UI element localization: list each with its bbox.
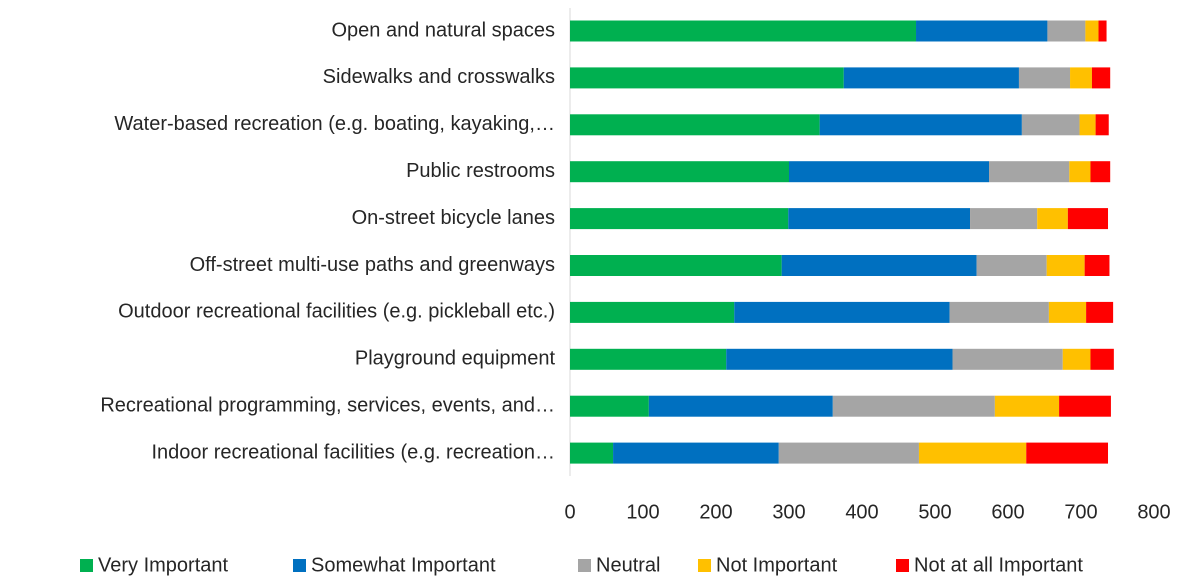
bar-segment: [843, 67, 1019, 89]
bar-segment: [1046, 255, 1085, 276]
bar-segment: [1018, 67, 1071, 89]
legend-swatch: [293, 559, 306, 572]
bar-segment: [570, 442, 614, 464]
bar-segment: [1048, 301, 1087, 323]
bar-segment: [1091, 67, 1111, 89]
bar-segment: [952, 348, 1063, 370]
category-label: Indoor recreational facilities (e.g. rec…: [151, 441, 555, 463]
bar-segment: [570, 255, 782, 276]
category-label: On-street bicycle lanes: [352, 207, 555, 229]
legend-label: Neutral: [596, 554, 660, 576]
x-tick-label: 100: [626, 501, 659, 523]
bar-segment: [1086, 301, 1114, 323]
bar-segment: [916, 20, 1048, 42]
bar-segment: [1095, 114, 1109, 136]
bar-segment: [1021, 114, 1080, 136]
bar-segment: [970, 208, 1038, 230]
bar-segment: [570, 348, 727, 370]
bar-segment: [778, 442, 919, 464]
bar-segment: [994, 395, 1060, 417]
x-tick-label: 300: [772, 501, 805, 523]
bar-segment: [570, 67, 844, 89]
category-label: Off-street multi-use paths and greenways: [190, 254, 555, 276]
bar-segment: [1079, 114, 1096, 136]
bar-segment: [1047, 20, 1086, 42]
bar-segment: [1062, 348, 1091, 370]
bar-segment: [613, 442, 779, 464]
bar-segment: [1059, 395, 1111, 417]
category-label: Water-based recreation (e.g. boating, ka…: [114, 113, 555, 135]
category-label: Sidewalks and crosswalks: [323, 66, 555, 88]
bar-segment: [819, 114, 1022, 136]
bar-segment: [832, 395, 995, 417]
category-label: Open and natural spaces: [332, 19, 556, 41]
bar-segment: [1090, 348, 1114, 370]
x-tick-label: 500: [918, 501, 951, 523]
bar-segment: [1098, 20, 1107, 42]
legend-label: Not Important: [716, 554, 838, 576]
bar-segment: [949, 301, 1049, 323]
bar-segment: [1067, 208, 1109, 230]
category-label: Public restrooms: [406, 160, 555, 182]
bar-segment: [1070, 67, 1092, 89]
bar-segment: [570, 114, 820, 136]
bar-segment: [734, 301, 950, 323]
bar-segment: [1037, 208, 1068, 230]
legend-swatch: [578, 559, 591, 572]
bar-segment: [788, 208, 971, 230]
bar-segment: [781, 255, 977, 276]
bar-segment: [570, 208, 789, 230]
legend-swatch: [698, 559, 711, 572]
x-tick-label: 600: [991, 501, 1024, 523]
x-tick-label: 0: [564, 501, 575, 523]
x-tick-label: 800: [1137, 501, 1170, 523]
bar-segment: [1090, 161, 1111, 183]
x-tick-label: 700: [1064, 501, 1097, 523]
bar-segment: [726, 348, 953, 370]
bar-segment: [1085, 20, 1099, 42]
category-label: Recreational programming, services, even…: [100, 394, 555, 416]
bar-segment: [570, 161, 789, 183]
bar-segment: [989, 161, 1070, 183]
bar-segment: [1026, 442, 1109, 464]
category-label: Outdoor recreational facilities (e.g. pi…: [118, 301, 555, 323]
bar-segment: [976, 255, 1047, 276]
legend-label: Not at all Important: [914, 554, 1083, 576]
bar-segment: [570, 395, 649, 417]
category-label: Playground equipment: [355, 348, 556, 370]
x-tick-label: 400: [845, 501, 878, 523]
bar-segment: [1069, 161, 1091, 183]
bar-segment: [648, 395, 833, 417]
legend-label: Very Important: [98, 554, 229, 576]
legend-label: Somewhat Important: [311, 554, 496, 576]
x-tick-label: 200: [699, 501, 732, 523]
bar-segment: [918, 442, 1027, 464]
bar-segment: [570, 20, 917, 42]
legend-swatch: [896, 559, 909, 572]
bar-segment: [1084, 255, 1110, 276]
bar-segment: [570, 301, 735, 323]
bar-segment: [789, 161, 990, 183]
legend-swatch: [80, 559, 93, 572]
